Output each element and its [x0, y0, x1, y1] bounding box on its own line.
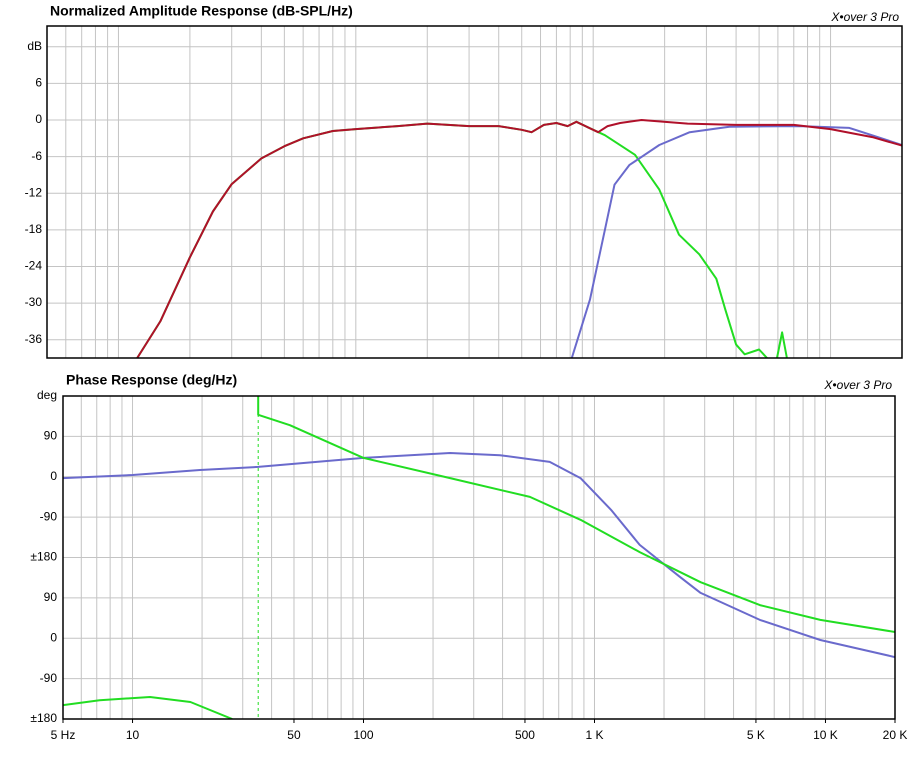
chart-title: Normalized Amplitude Response (dB-SPL/Hz… — [50, 3, 353, 19]
series-group — [136, 119, 902, 358]
y-tick-label: ±180 — [30, 711, 57, 725]
plot-border — [62, 395, 896, 720]
y-tick-label: deg — [37, 388, 57, 402]
y-tick-label: ±180 — [30, 550, 57, 564]
y-tick-label: 0 — [35, 112, 42, 126]
y-tick-label: -36 — [25, 332, 43, 346]
y-tick-label: -90 — [40, 509, 58, 523]
y-tick-label: -90 — [40, 671, 58, 685]
y-tick-label: -24 — [25, 259, 43, 273]
y-tick-label: -6 — [31, 149, 42, 163]
y-tick-label: 90 — [44, 590, 58, 604]
y-tick-label: 90 — [44, 429, 58, 443]
curve — [63, 452, 895, 659]
y-tick-label: -18 — [25, 222, 43, 236]
y-tick-label: 0 — [50, 469, 57, 483]
curve — [136, 119, 902, 358]
curve — [63, 396, 895, 719]
brand-label: X•over 3 Pro — [830, 10, 899, 24]
x-tick-label: 20 K — [883, 728, 908, 742]
y-tick-label: 0 — [50, 630, 57, 644]
x-tick-label: 1 K — [585, 728, 603, 742]
y-tick-label: -30 — [25, 295, 43, 309]
y-tick-label: dB — [27, 39, 42, 53]
x-tick-label: 5 Hz — [51, 728, 76, 742]
x-tick-label: 10 K — [813, 728, 838, 742]
x-tick-label: 500 — [515, 728, 535, 742]
x-tick-label: 10 — [126, 728, 140, 742]
series-group — [63, 396, 895, 719]
plot-area — [47, 26, 902, 358]
x-tick-label: 50 — [287, 728, 301, 742]
x-tick-label: 100 — [353, 728, 373, 742]
chart-title: Phase Response (deg/Hz) — [66, 372, 237, 388]
plot-border — [46, 25, 903, 359]
y-tick-label: -12 — [25, 185, 43, 199]
y-tick-label: 6 — [35, 76, 42, 90]
brand-label: X•over 3 Pro — [823, 378, 892, 392]
x-tick-label: 5 K — [747, 728, 765, 742]
